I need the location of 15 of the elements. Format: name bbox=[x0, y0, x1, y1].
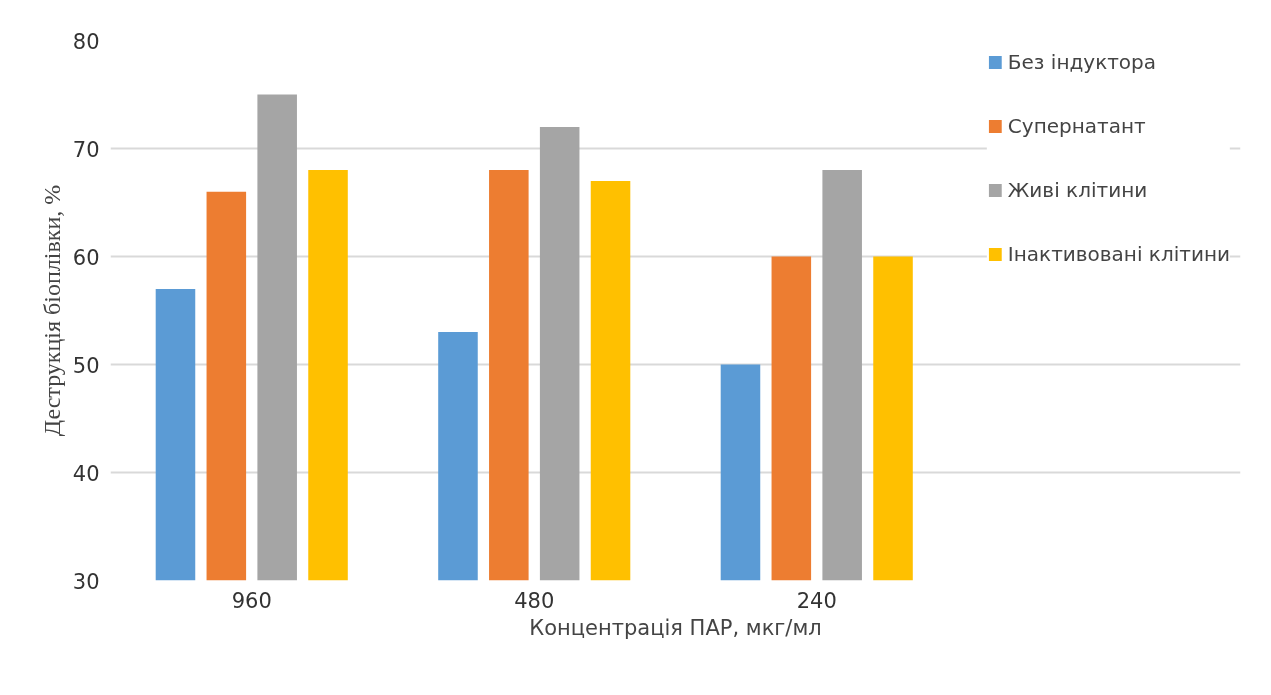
y-tick-label: 70 bbox=[72, 137, 100, 162]
y-axis-title: Деструкція біоплівки, % bbox=[38, 184, 65, 437]
x-tick-label: 960 bbox=[231, 588, 272, 613]
legend-label: Інактивовані клітини bbox=[1007, 242, 1230, 266]
y-tick-label: 80 bbox=[72, 29, 100, 54]
legend-label: Живі клітини bbox=[1007, 178, 1148, 202]
y-tick-label: 50 bbox=[72, 353, 100, 378]
x-tick-label: 480 bbox=[514, 588, 555, 613]
legend-label: Супернатант bbox=[1007, 114, 1146, 138]
y-tick-label: 30 bbox=[72, 569, 100, 594]
x-axis-title: Концентрація ПАР, мкг/мл bbox=[529, 615, 822, 640]
legend-label: Без індуктора bbox=[1007, 50, 1157, 74]
y-tick-label: 40 bbox=[72, 461, 100, 486]
y-tick-label: 60 bbox=[72, 245, 100, 270]
x-tick-label: 240 bbox=[796, 588, 837, 613]
